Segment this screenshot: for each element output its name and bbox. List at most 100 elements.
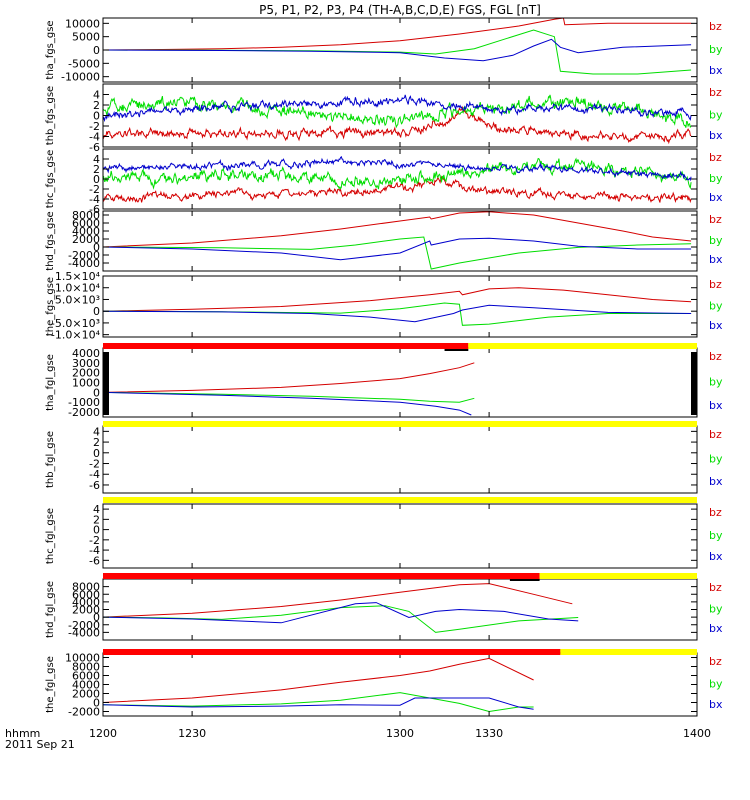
y-axis-label: thc_fgs_gse [45, 150, 56, 209]
y-tick-label: 2 [93, 99, 100, 112]
legend-entry-bx: bx [709, 191, 723, 204]
legend-entry-by: by [709, 453, 723, 466]
status-bar-black-segment [444, 349, 469, 351]
legend-entry-bx: bx [709, 622, 723, 635]
y-tick-label: -6 [89, 554, 100, 567]
y-axis-label: tha_fgl_gse [45, 354, 56, 411]
y-tick-label: -2 [89, 120, 100, 133]
series-line-bx [103, 602, 579, 624]
y-tick-label: -2000 [68, 706, 100, 719]
y-tick-label: 10000 [65, 17, 100, 30]
series-line-by [103, 157, 692, 190]
y-tick-label: 0 [93, 447, 100, 460]
y-tick-label: 2000 [72, 367, 100, 380]
y-tick-label: -6 [89, 479, 100, 492]
legend-entry-by: by [709, 172, 723, 185]
x-tick-label: 1330 [475, 727, 503, 740]
series-line-by [103, 692, 534, 713]
series-line-bz [103, 287, 692, 312]
y-tick-label: 0 [93, 386, 100, 399]
legend-entry-bx: bx [709, 64, 723, 77]
y-tick-label: -2 [89, 458, 100, 471]
y-tick-label: 4 [93, 503, 100, 516]
legend-entry-by: by [709, 109, 723, 122]
y-tick-label: -2000 [68, 406, 100, 419]
series-line-bx [103, 697, 534, 710]
legend-entry-bz: bz [709, 581, 722, 594]
legend-entry-bz: bz [709, 350, 722, 363]
panel-frame [102, 503, 698, 569]
y-tick-label: 4 [93, 153, 100, 166]
y-tick-label: 0 [93, 44, 100, 57]
y-tick-label: -4 [89, 468, 100, 481]
gap-marker-right [691, 352, 697, 415]
series-line-bz [103, 211, 692, 248]
legend-entry-bz: bz [709, 20, 722, 33]
y-tick-label: 0 [93, 611, 100, 624]
status-bar-segment-yellow [103, 421, 697, 427]
legend-entry-bz: bz [709, 151, 722, 164]
y-tick-label: 1000 [72, 377, 100, 390]
panel-frame [102, 210, 698, 272]
y-axis-label: the_fgs_gse [45, 277, 56, 336]
legend-entry-bz: bz [709, 655, 722, 668]
panel-frame [102, 425, 698, 494]
y-axis-label: thc_fgl_gse [45, 508, 56, 564]
y-tick-label: 0 [93, 173, 100, 186]
legend-entry-bx: bx [709, 253, 723, 266]
series-line-by [103, 391, 475, 403]
y-tick-label: 5000 [72, 31, 100, 44]
y-axis-label: thd_fgs_gse [45, 211, 56, 270]
series-line-bz [103, 583, 573, 618]
y-tick-label: 4 [93, 89, 100, 102]
y-tick-label: 4000 [72, 347, 100, 360]
x-axis: 1200 1230 1300 1330 1400 [89, 727, 711, 740]
panel-frame [102, 275, 698, 338]
x-tick-label: 1300 [386, 727, 414, 740]
series-line-bx [103, 391, 472, 416]
series-line-bz [103, 175, 692, 204]
y-tick-label: 2000 [72, 688, 100, 701]
status-bar-segment-red [103, 343, 469, 349]
legend-entry-by: by [709, 603, 723, 616]
panel-thc_fgl_gse: 420-2-4-6 thc_fgl_gse bz by bx [45, 503, 723, 569]
panel-thb_fgl_gse: 420-2-4-6 thb_fgl_gse bz by bx [45, 425, 723, 494]
status-bar-segment-yellow [103, 497, 697, 503]
status-bar [103, 497, 697, 503]
y-axis-label: tha_fgs_gse [45, 20, 56, 79]
y-tick-label: 3000 [72, 357, 100, 370]
y-tick-label: 8000 [72, 209, 100, 222]
y-tick-label: -10000 [61, 71, 100, 84]
status-bar-segment-red [103, 573, 540, 579]
y-tick-label: 2000 [72, 233, 100, 246]
y-tick-label: -4 [89, 193, 100, 206]
legend-entry-by: by [709, 43, 723, 56]
y-tick-label: 5.0×10³ [55, 293, 100, 306]
chart-title: P5, P1, P2, P3, P4 (TH-A,B,C,D,E) FGS, F… [259, 3, 541, 17]
status-bar [103, 573, 697, 581]
legend-entry-by: by [709, 300, 723, 313]
y-axis-label: thb_fgs_gse [45, 86, 56, 145]
y-tick-label: 4000 [72, 225, 100, 238]
y-tick-label: 0 [93, 110, 100, 123]
status-bar-segment-yellow [468, 343, 697, 349]
y-axis-label: thb_fgl_gse [45, 431, 56, 488]
date-label: 2011 Sep 21 [5, 738, 75, 751]
legend-entry-bz: bz [709, 278, 722, 291]
y-tick-label: -5000 [68, 57, 100, 70]
y-tick-label: 2000 [72, 604, 100, 617]
y-tick-label: 4 [93, 425, 100, 438]
y-tick-label: 2 [93, 163, 100, 176]
y-tick-label: -2000 [68, 249, 100, 262]
y-axis-label: the_fgl_gse [45, 656, 56, 713]
x-tick-label: 1200 [89, 727, 117, 740]
legend-entry-by: by [709, 529, 723, 542]
y-axis-label: thd_fgl_gse [45, 581, 56, 638]
y-tick-label: -1000 [68, 396, 100, 409]
series-line-bx [103, 94, 692, 123]
y-tick-label: -2 [89, 534, 100, 547]
y-tick-label: -4 [89, 131, 100, 144]
